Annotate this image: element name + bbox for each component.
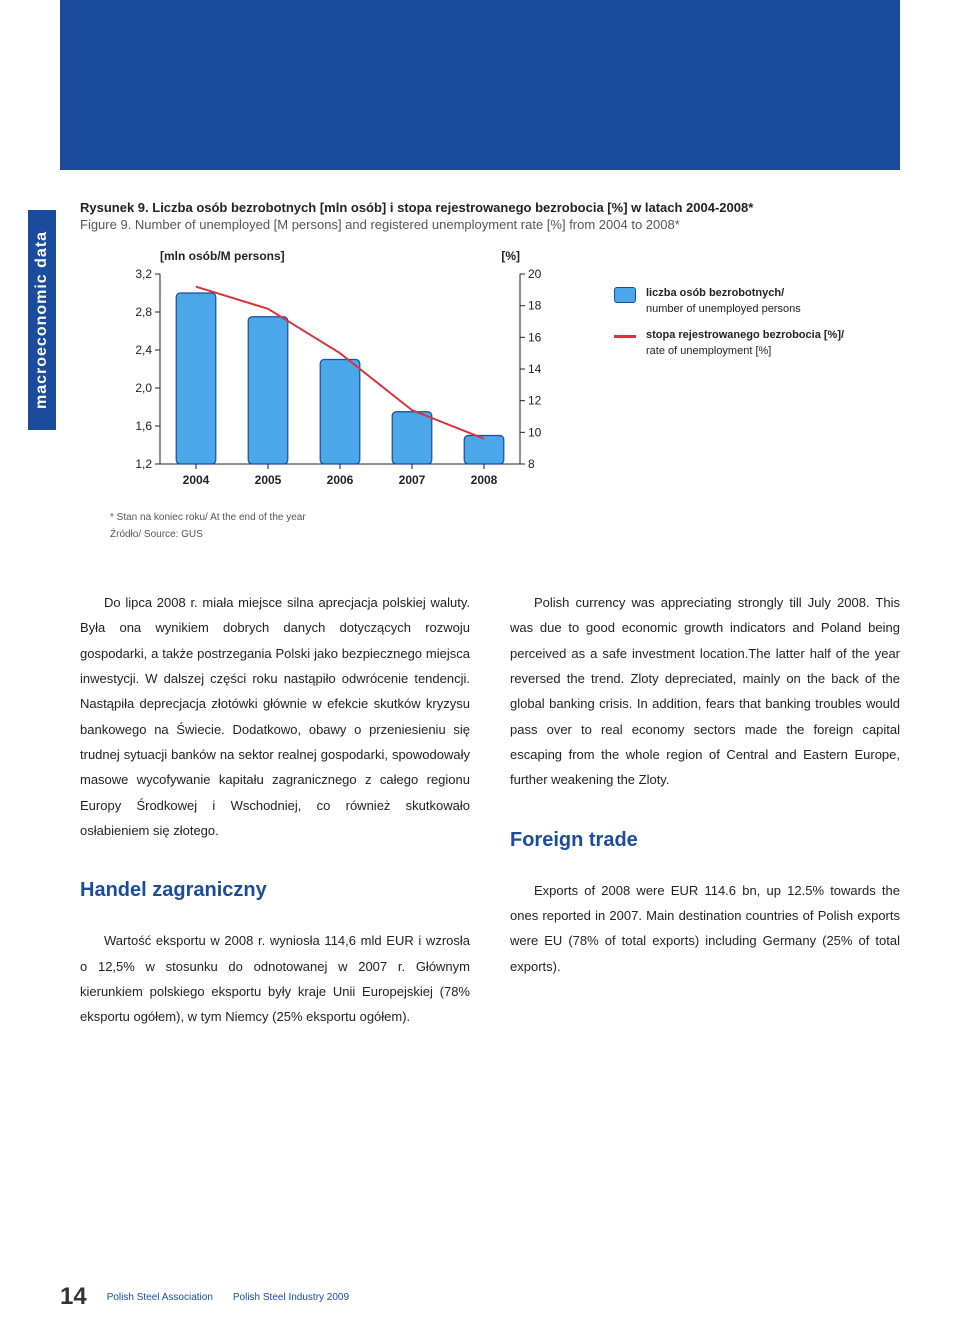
svg-text:20: 20: [528, 267, 542, 281]
right-paragraph-1: Polish currency was appreciating strongl…: [510, 590, 900, 793]
right-paragraph-2: Exports of 2008 were EUR 114.6 bn, up 12…: [510, 878, 900, 979]
svg-text:2008: 2008: [471, 473, 498, 487]
svg-text:2,0: 2,0: [135, 381, 152, 395]
legend-line-pl: stopa rejestrowanego bezrobocia [%]/: [646, 328, 844, 344]
svg-text:1,6: 1,6: [135, 419, 152, 433]
svg-text:2006: 2006: [327, 473, 354, 487]
svg-text:2007: 2007: [399, 473, 426, 487]
footer-association: Polish Steel Association: [107, 1292, 213, 1303]
legend-line-en: rate of unemployment [%]: [646, 345, 771, 357]
svg-text:[%]: [%]: [501, 249, 520, 263]
figure-title-pl: Rysunek 9. Liczba osób bezrobotnych [mln…: [80, 200, 900, 215]
svg-text:16: 16: [528, 330, 542, 344]
svg-text:1,2: 1,2: [135, 457, 152, 471]
legend-bars-en: number of unemployed persons: [646, 303, 801, 315]
column-left: Do lipca 2008 r. miała miejsce silna apr…: [80, 590, 470, 1030]
top-banner: [60, 0, 900, 170]
svg-text:[mln osób/M persons]: [mln osób/M persons]: [160, 249, 285, 263]
figure-source: Źródło/ Source: GUS: [110, 529, 900, 540]
svg-text:12: 12: [528, 394, 542, 408]
unemployment-chart: [mln osób/M persons] [%] 3,2 2,8 2,4 2,0 1,6 1,…: [110, 246, 590, 506]
column-right: Polish currency was appreciating strongl…: [510, 590, 900, 1030]
page-footer: 14 Polish Steel Association Polish Steel…: [60, 1283, 900, 1311]
legend-swatch-line: [614, 335, 636, 338]
chart-legend: liczba osób bezrobotnych/ number of unem…: [614, 286, 844, 370]
svg-text:2005: 2005: [255, 473, 282, 487]
svg-text:3,2: 3,2: [135, 267, 152, 281]
page-number: 14: [60, 1283, 87, 1311]
left-paragraph-2: Wartość eksportu w 2008 r. wyniosła 114,…: [80, 928, 470, 1029]
sidebar-tab: macroeconomic data: [28, 210, 56, 430]
svg-text:14: 14: [528, 362, 542, 376]
figure-title-en: Figure 9. Number of unemployed [M person…: [80, 217, 900, 232]
heading-handel: Handel zagraniczny: [80, 871, 470, 910]
svg-text:8: 8: [528, 457, 535, 471]
legend-swatch-bars: [614, 287, 636, 303]
legend-bars-pl: liczba osób bezrobotnych/: [646, 286, 801, 302]
left-paragraph-1: Do lipca 2008 r. miała miejsce silna apr…: [80, 590, 470, 843]
footer-report: Polish Steel Industry 2009: [233, 1292, 349, 1303]
svg-text:2,8: 2,8: [135, 305, 152, 319]
svg-text:2004: 2004: [183, 473, 210, 487]
svg-text:18: 18: [528, 299, 542, 313]
figure-footnote: * Stan na koniec roku/ At the end of the…: [110, 512, 900, 523]
heading-foreign-trade: Foreign trade: [510, 821, 900, 860]
svg-text:2,4: 2,4: [135, 343, 152, 357]
svg-text:10: 10: [528, 425, 542, 439]
